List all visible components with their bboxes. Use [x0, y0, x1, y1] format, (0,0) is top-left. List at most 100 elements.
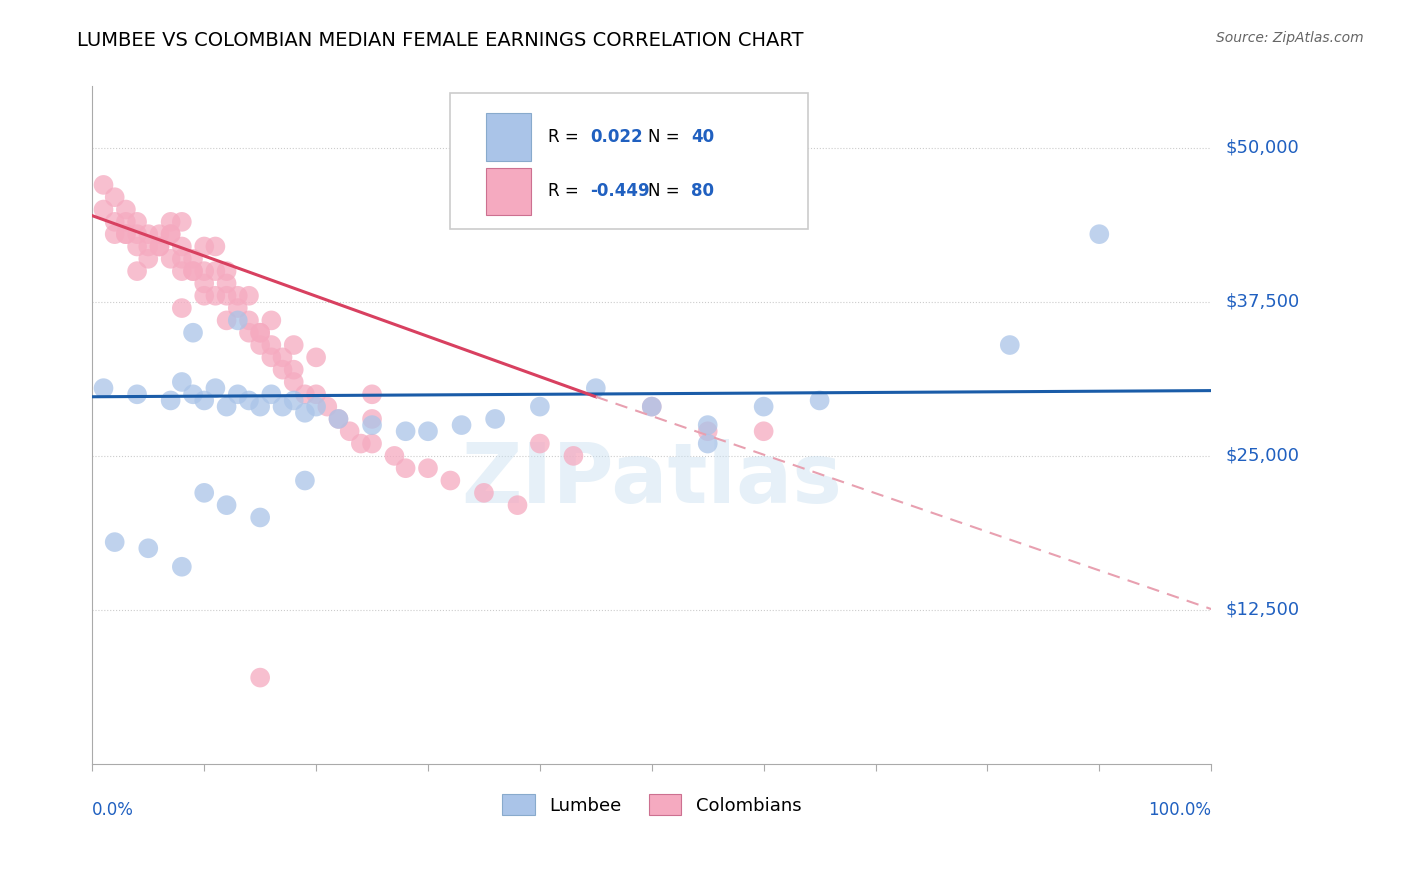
Point	[159, 227, 181, 242]
Point	[294, 474, 316, 488]
Point	[159, 215, 181, 229]
Point	[238, 326, 260, 340]
Point	[136, 227, 159, 242]
Point	[238, 393, 260, 408]
Point	[271, 400, 294, 414]
Point	[696, 424, 718, 438]
Point	[249, 338, 271, 352]
Text: 0.022: 0.022	[591, 128, 643, 146]
Point	[506, 498, 529, 512]
Point	[193, 239, 215, 253]
Point	[104, 535, 127, 549]
Point	[170, 301, 193, 315]
Text: 40: 40	[690, 128, 714, 146]
FancyBboxPatch shape	[486, 168, 531, 215]
Point	[1088, 227, 1111, 242]
Point	[283, 338, 305, 352]
Point	[394, 424, 416, 438]
Point	[472, 486, 495, 500]
Point	[271, 362, 294, 376]
Point	[181, 387, 204, 401]
Point	[529, 436, 551, 450]
Point	[125, 215, 148, 229]
Point	[193, 264, 215, 278]
FancyBboxPatch shape	[486, 113, 531, 161]
Point	[136, 541, 159, 556]
Point	[249, 400, 271, 414]
Point	[562, 449, 585, 463]
Point	[305, 387, 328, 401]
Point	[104, 227, 127, 242]
Text: ZIPatlas: ZIPatlas	[461, 439, 842, 520]
Point	[271, 351, 294, 365]
Point	[752, 400, 775, 414]
Point	[215, 277, 238, 291]
Point	[115, 215, 138, 229]
Point	[226, 387, 249, 401]
Point	[104, 190, 127, 204]
Point	[215, 313, 238, 327]
Point	[204, 381, 226, 395]
Point	[260, 313, 283, 327]
Point	[808, 393, 831, 408]
Point	[361, 412, 384, 426]
Point	[148, 227, 170, 242]
Text: $25,000: $25,000	[1226, 447, 1299, 465]
Point	[170, 215, 193, 229]
Point	[328, 412, 350, 426]
Text: 0.0%: 0.0%	[93, 801, 134, 819]
Point	[159, 252, 181, 266]
Point	[305, 351, 328, 365]
Point	[181, 326, 204, 340]
Point	[305, 400, 328, 414]
Point	[181, 264, 204, 278]
Point	[215, 498, 238, 512]
Point	[148, 239, 170, 253]
Text: $12,500: $12,500	[1226, 601, 1301, 619]
Point	[641, 400, 664, 414]
Point	[215, 264, 238, 278]
Point	[159, 393, 181, 408]
Point	[204, 289, 226, 303]
Text: N =: N =	[648, 182, 685, 201]
Point	[193, 393, 215, 408]
Point	[170, 559, 193, 574]
Point	[283, 375, 305, 389]
Point	[93, 178, 115, 192]
Point	[416, 461, 439, 475]
Point	[193, 486, 215, 500]
Point	[238, 289, 260, 303]
Point	[328, 412, 350, 426]
Point	[260, 351, 283, 365]
Point	[294, 387, 316, 401]
Point	[215, 400, 238, 414]
Point	[226, 313, 249, 327]
Point	[283, 393, 305, 408]
Point	[104, 215, 127, 229]
Text: R =: R =	[548, 182, 583, 201]
Point	[170, 239, 193, 253]
Text: $37,500: $37,500	[1226, 293, 1301, 311]
Point	[125, 227, 148, 242]
Point	[136, 239, 159, 253]
Text: 100.0%: 100.0%	[1149, 801, 1211, 819]
Point	[450, 418, 472, 433]
Point	[361, 418, 384, 433]
Point	[125, 264, 148, 278]
Point	[181, 264, 204, 278]
Point	[416, 424, 439, 438]
Point	[339, 424, 361, 438]
Text: 80: 80	[690, 182, 714, 201]
Point	[361, 387, 384, 401]
Point	[238, 313, 260, 327]
Legend: Lumbee, Colombians: Lumbee, Colombians	[495, 788, 808, 822]
Text: LUMBEE VS COLOMBIAN MEDIAN FEMALE EARNINGS CORRELATION CHART: LUMBEE VS COLOMBIAN MEDIAN FEMALE EARNIN…	[77, 31, 804, 50]
Point	[350, 436, 373, 450]
Point	[249, 326, 271, 340]
FancyBboxPatch shape	[450, 93, 808, 228]
Point	[93, 202, 115, 217]
Point	[260, 338, 283, 352]
Point	[193, 289, 215, 303]
Point	[484, 412, 506, 426]
Point	[260, 387, 283, 401]
